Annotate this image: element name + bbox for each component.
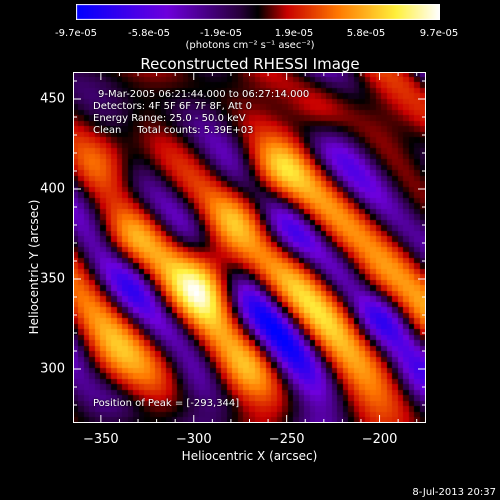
x-tick-label: −250 — [268, 432, 305, 447]
colorbar-tick-label: 9.7e-05 — [419, 28, 459, 39]
y-axis-label: Heliocentric Y (arcsec) — [27, 199, 41, 335]
energy-range-annotation: Energy Range: 25.0 - 50.0 keV — [93, 113, 246, 124]
chart-title: Reconstructed RHESSI Image — [140, 55, 360, 73]
y-tick-label: 300 — [40, 361, 65, 377]
colorbar-tick-label: -9.7e-05 — [55, 28, 97, 39]
detectors-annotation: Detectors: 4F 5F 6F 7F 8F, Att 0 — [93, 101, 253, 112]
y-tick-label: 450 — [40, 91, 65, 107]
x-tick-label: −350 — [83, 432, 119, 447]
colorbar — [76, 4, 440, 20]
clean-counts-annotation: Clean Total counts: 5.39E+03 — [93, 125, 254, 136]
y-tick-label: 400 — [40, 181, 65, 197]
peak-position-annotation: Position of Peak = [-293,344] — [93, 398, 240, 409]
timestamp: 8-Jul-2013 20:37 — [412, 487, 496, 498]
colorbar-tick-label: -5.8e-05 — [128, 28, 170, 39]
colorbar-tick-label: -1.9e-05 — [200, 28, 242, 39]
colorbar-tick-label: 1.9e-05 — [274, 28, 314, 39]
y-tick-label: 350 — [40, 271, 65, 287]
colorbar-unit-label: (photons cm⁻² s⁻¹ asec⁻²) — [185, 40, 315, 51]
time-range-annotation: 9-Mar-2005 06:21:44.000 to 06:27:14.000 — [98, 89, 310, 100]
x-tick-label: −300 — [175, 432, 212, 447]
colorbar-tick-label: 5.8e-05 — [346, 28, 386, 39]
plot-frame — [73, 72, 426, 423]
x-axis-label: Heliocentric X (arcsec) — [181, 449, 318, 463]
x-tick-label: −200 — [361, 432, 398, 447]
heatmap-image — [73, 72, 426, 423]
